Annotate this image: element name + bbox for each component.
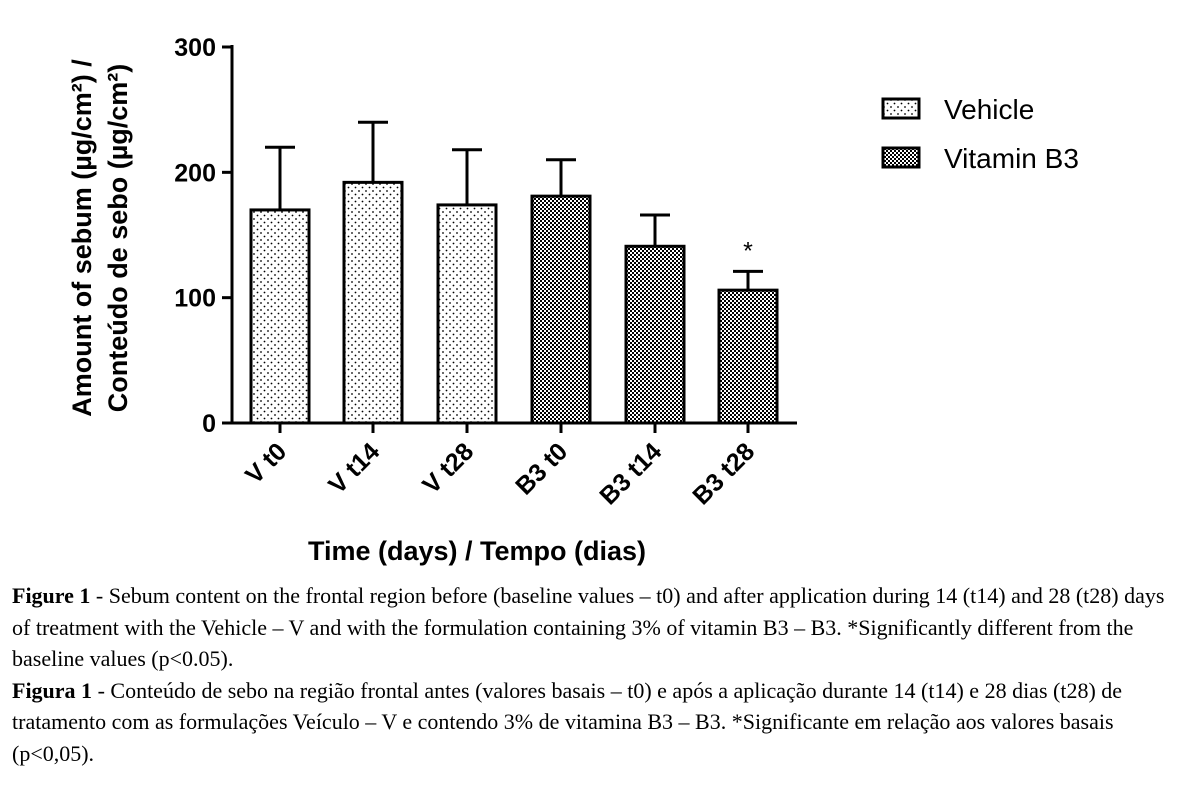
legend: Vehicle Vitamin B3 <box>881 94 1079 174</box>
y-tick-label-0: 0 <box>202 410 216 438</box>
bar-b3-t0 <box>530 194 592 425</box>
bar-v-t28 <box>436 203 498 425</box>
legend-label-vitamin-b3: Vitamin B3 <box>944 143 1079 174</box>
caption-portuguese-label: Figura 1 <box>12 677 93 703</box>
legend-label-vehicle: Vehicle <box>944 94 1034 125</box>
y-tick-label-100: 100 <box>174 285 216 313</box>
caption-english-label: Figure 1 <box>12 583 91 608</box>
bar-v-t14 <box>342 180 404 425</box>
x-tick-label-2: V t28 <box>417 437 479 499</box>
significance-marker-5: * <box>743 237 753 265</box>
x-tick-label-1: V t14 <box>323 437 385 499</box>
bar-v-t0 <box>249 208 311 425</box>
x-tick-label-0: V t0 <box>240 437 292 489</box>
caption-english-text: - Sebum content on the frontal region be… <box>12 583 1165 671</box>
y-tick-label-200: 200 <box>174 159 216 187</box>
x-tick-label-5: B3 t28 <box>687 437 760 510</box>
x-tick-label-3: B3 t0 <box>510 437 573 500</box>
bar-b3-t28 <box>717 288 779 425</box>
y-axis-title-line1: Amount of sebum (µg/cm²) / <box>67 59 97 417</box>
caption-portuguese-text: - Conteúdo de sebo na região frontal ant… <box>12 677 1123 766</box>
bar-b3-t14 <box>624 244 686 425</box>
legend-swatch-vitamin-b3 <box>881 146 921 169</box>
plot-area: 0 100 200 300 V t0 V t14 V t28 B3 t0 B3 t14 B3 t2… <box>174 34 797 510</box>
x-axis-title: Time (days) / Tempo (dias) <box>308 536 646 566</box>
y-axis-title-line2: Conteúdo de sebo (µg/cm²) <box>103 64 133 413</box>
caption-english: Figure 1 - Sebum content on the frontal … <box>12 580 1172 675</box>
figure-caption: Figure 1 - Sebum content on the frontal … <box>12 580 1172 769</box>
caption-portuguese: Figura 1 - Conteúdo de sebo na região fr… <box>12 675 1172 770</box>
legend-swatch-vehicle <box>881 97 921 120</box>
bar-chart: Amount of sebum (µg/cm²) / Conteúdo de s… <box>67 34 1079 566</box>
y-tick-label-300: 300 <box>174 34 216 62</box>
x-tick-label-4: B3 t14 <box>594 437 667 510</box>
